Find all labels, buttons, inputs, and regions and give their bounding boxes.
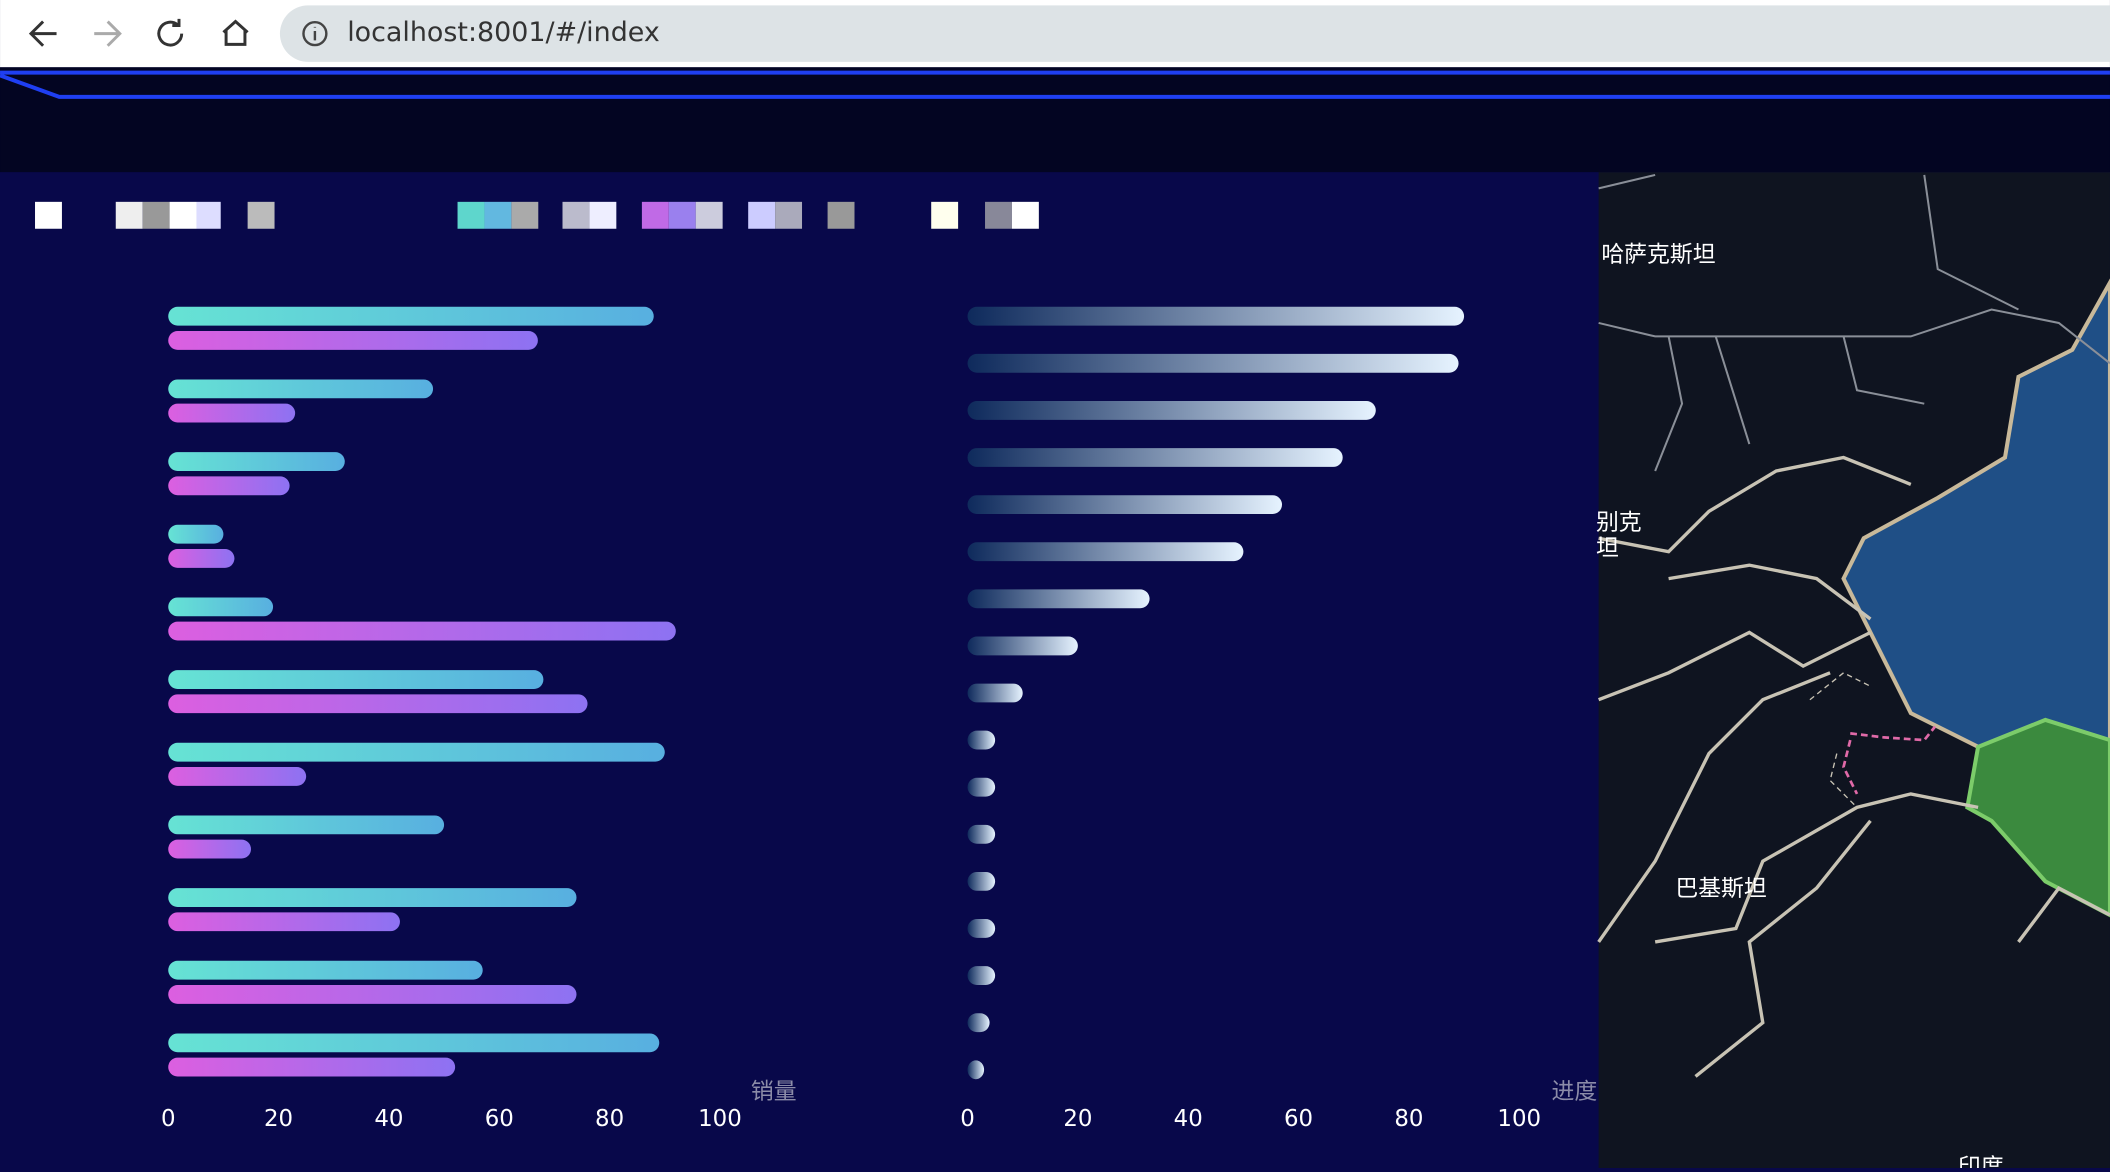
bar — [967, 636, 1078, 656]
address-bar[interactable] — [279, 5, 2110, 62]
bar — [168, 524, 224, 544]
bar — [967, 542, 1244, 562]
charts: 0 20 40 60 80 100 销量 0 20 40 60 80 100 进度 — [161, 306, 1598, 1132]
bar — [967, 871, 996, 891]
x-tick-label: 0 — [960, 1106, 975, 1132]
bar — [168, 912, 400, 932]
bar — [168, 1033, 660, 1053]
bar — [168, 670, 544, 689]
info-icon[interactable] — [302, 20, 328, 47]
bar — [168, 549, 235, 568]
bar — [168, 403, 296, 423]
bar — [967, 966, 996, 985]
x-tick-label: 60 — [485, 1106, 514, 1132]
map-label: 印度 — [1958, 1155, 2004, 1169]
header-line — [0, 70, 2110, 99]
bar — [168, 839, 251, 859]
bar — [168, 815, 445, 835]
blurred-legend — [35, 201, 1039, 229]
x-tick-label: 20 — [1063, 1106, 1092, 1132]
x-tick-label: 80 — [595, 1106, 624, 1132]
bar — [967, 306, 1465, 326]
back-button[interactable] — [28, 20, 57, 47]
map: 哈萨克斯坦 别克 坦 巴基斯坦 印度 — [1596, 172, 2110, 1172]
bar — [168, 888, 577, 907]
header — [0, 67, 2110, 173]
x-tick-label: 40 — [1174, 1106, 1203, 1132]
bar — [967, 824, 996, 844]
x-tick-label: 40 — [374, 1106, 403, 1132]
bar — [967, 353, 1459, 373]
bar — [168, 694, 588, 714]
x-tick-label: 20 — [264, 1106, 293, 1132]
bar — [168, 331, 538, 350]
bar — [168, 597, 274, 617]
bar — [967, 1013, 990, 1033]
bar — [967, 1060, 985, 1080]
map-label: 巴基斯坦 — [1675, 876, 1766, 902]
x-tick-label: 100 — [1497, 1106, 1541, 1132]
bar — [168, 984, 577, 1004]
bar — [967, 683, 1023, 703]
bar — [967, 589, 1150, 609]
forward-button[interactable] — [94, 20, 122, 47]
map-label: 坦 — [1596, 536, 1619, 562]
x-axis-label: 销量 — [751, 1079, 797, 1105]
bar — [168, 476, 290, 496]
map-label: 别克 — [1596, 510, 1642, 536]
x-tick-label: 0 — [161, 1106, 176, 1132]
bar — [967, 919, 996, 938]
bar — [168, 767, 307, 786]
bar — [967, 400, 1376, 420]
home-button[interactable] — [222, 19, 249, 46]
bar — [168, 306, 654, 326]
reload-button[interactable] — [157, 18, 184, 47]
bar — [168, 742, 665, 762]
bar — [967, 777, 996, 797]
x-tick-label: 80 — [1394, 1106, 1423, 1132]
bar — [168, 452, 345, 471]
bar — [168, 621, 676, 641]
bar — [168, 960, 483, 980]
url: localhost:8001/#/index — [347, 17, 660, 48]
bar — [168, 1057, 456, 1077]
bar — [967, 495, 1283, 515]
x-tick-label: 100 — [698, 1106, 742, 1132]
bar — [967, 448, 1343, 467]
map-label: 哈萨克斯坦 — [1601, 242, 1715, 268]
bar — [967, 730, 996, 750]
x-tick-label: 60 — [1284, 1106, 1313, 1132]
bar — [168, 379, 434, 399]
x-axis-label: 进度 — [1552, 1079, 1598, 1105]
